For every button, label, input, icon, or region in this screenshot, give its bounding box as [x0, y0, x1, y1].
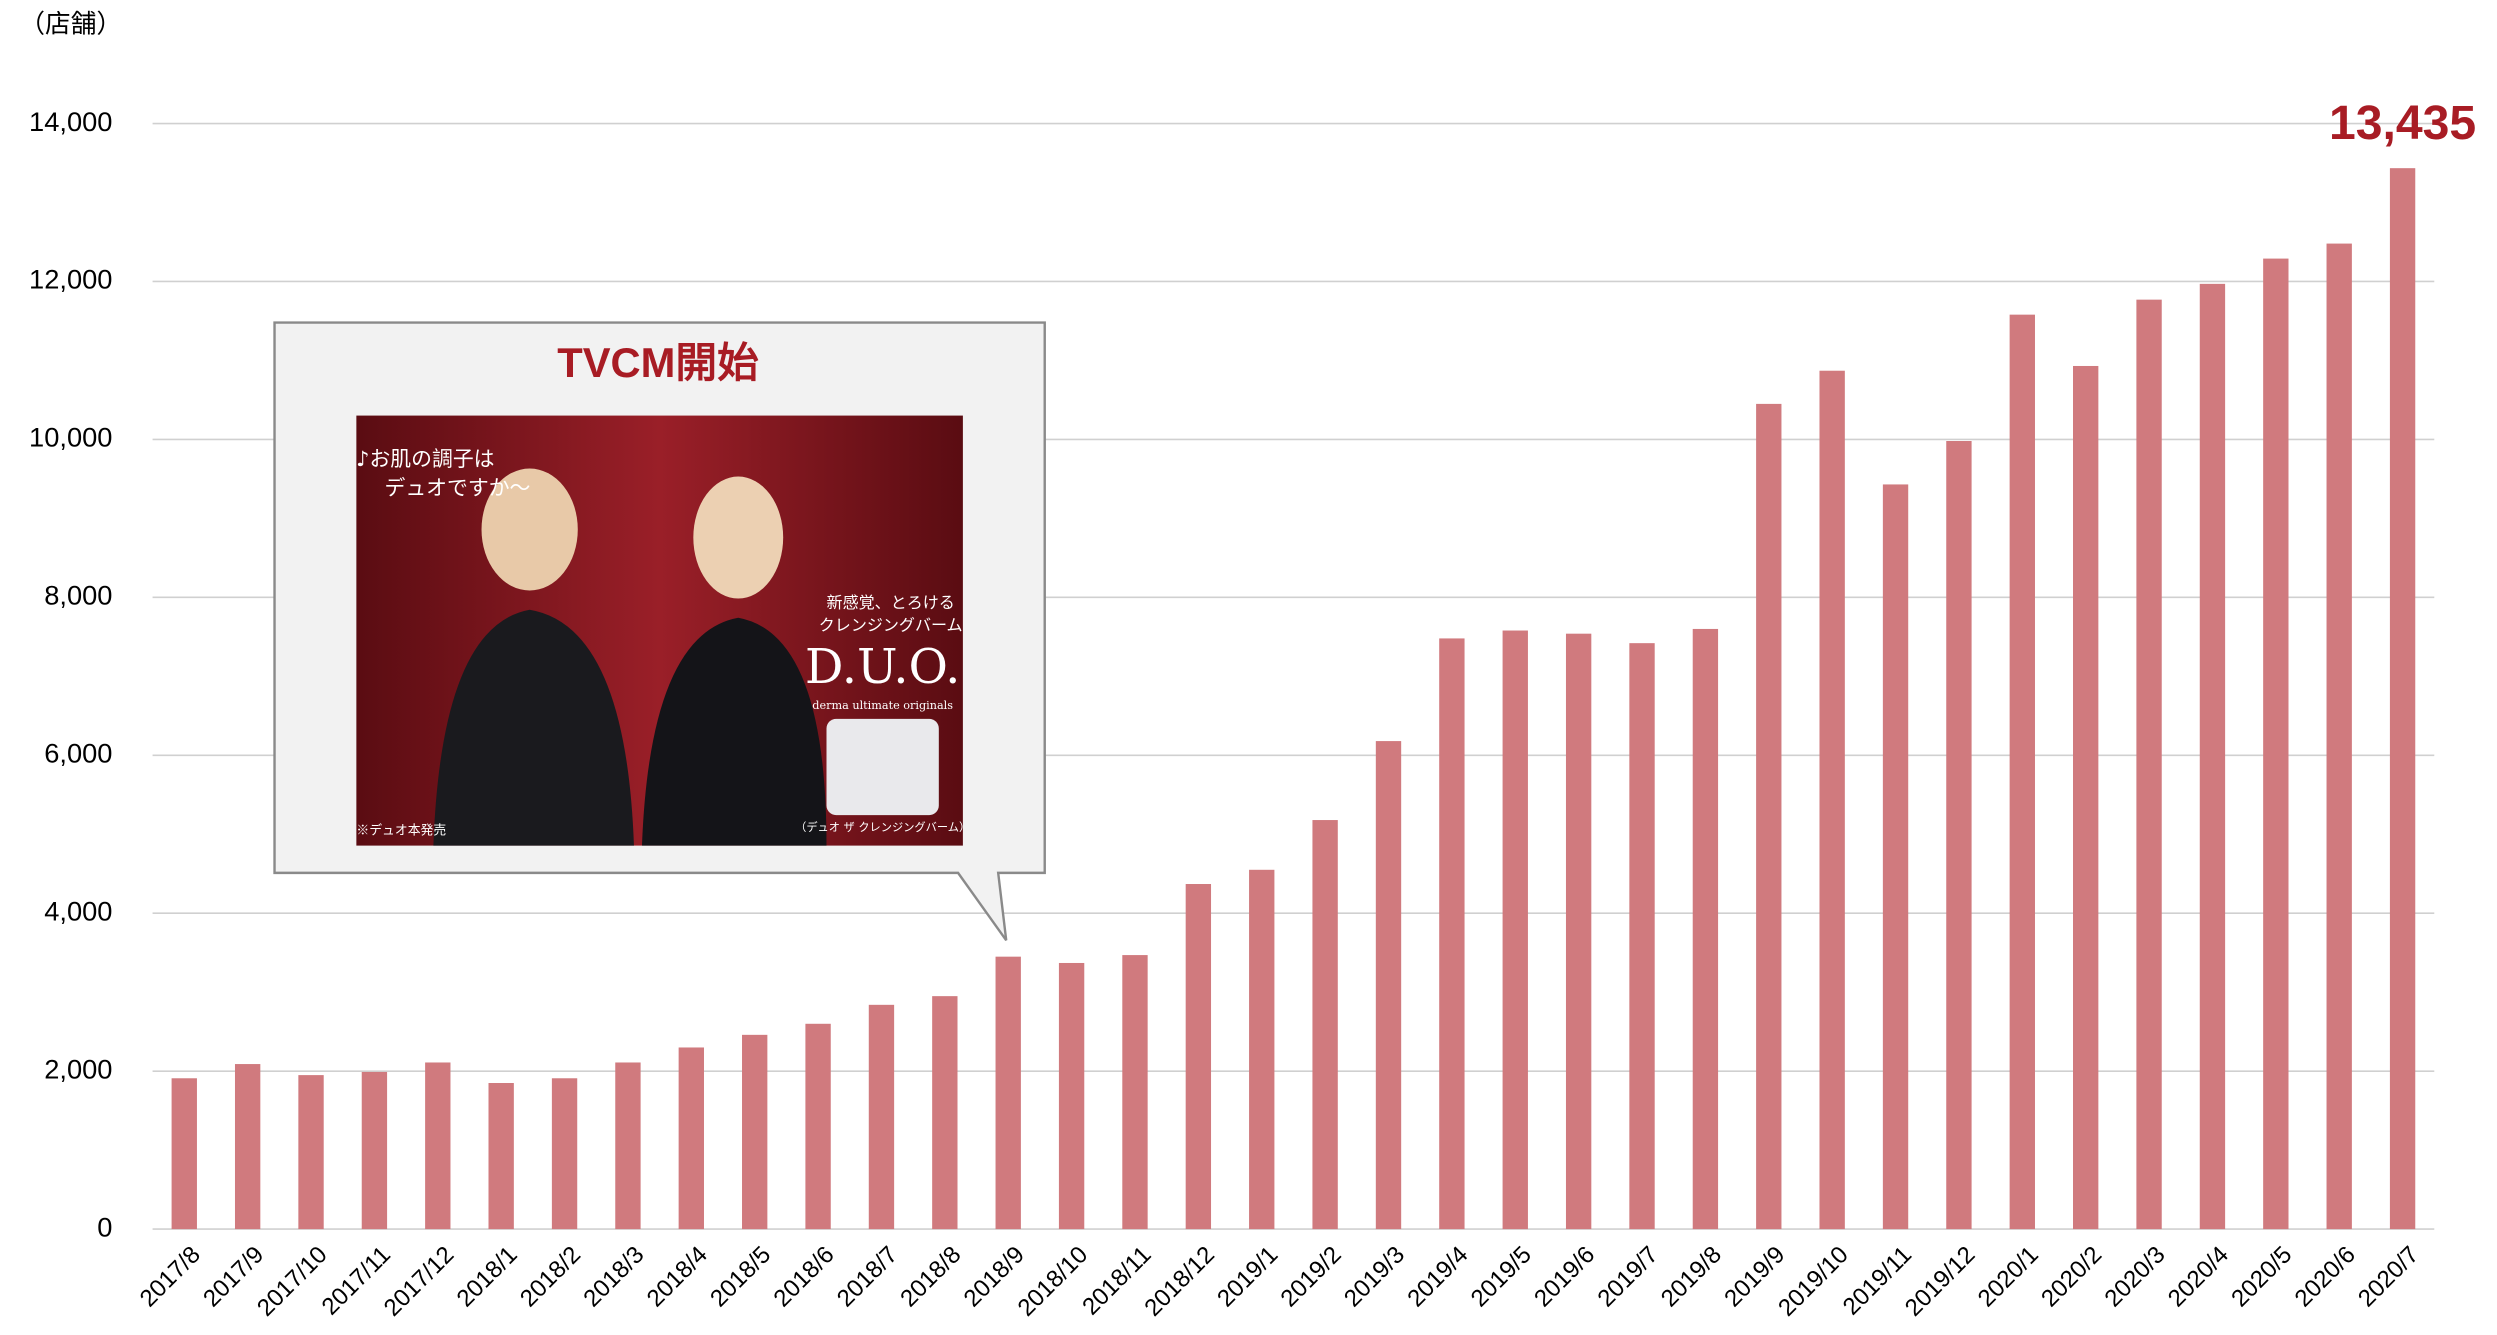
bar [1756, 403, 1782, 1230]
bar [1946, 441, 1972, 1230]
person-face [693, 476, 784, 599]
bar [551, 1078, 578, 1230]
bar [995, 956, 1021, 1230]
bar [2326, 243, 2352, 1230]
bar [615, 1062, 641, 1230]
x-tick-label: 2020/1 [1973, 1241, 2044, 1312]
x-tick-label: 2020/2 [2036, 1241, 2107, 1312]
bar [1692, 628, 1719, 1230]
x-tick-label: 2020/5 [2226, 1241, 2297, 1312]
x-tick-label: 2017/12 [379, 1241, 460, 1322]
bar [1819, 370, 1845, 1230]
bar [2136, 299, 2162, 1230]
bar [1312, 820, 1338, 1230]
y-tick-label: 4,000 [44, 895, 112, 926]
bar [1058, 962, 1085, 1230]
x-tick-label: 2018/2 [515, 1241, 586, 1312]
bar [1502, 630, 1528, 1230]
x-tick-label: 2019/7 [1592, 1241, 1663, 1312]
ad-text: D.U.O. [805, 639, 961, 695]
x-tick-label: 2017/10 [252, 1241, 333, 1322]
person-body [641, 617, 827, 846]
x-tick-label: 2019/6 [1529, 1241, 1600, 1312]
ad-text: （デュオ ザ クレンジングバーム） [795, 820, 970, 834]
x-tick-label: 2020/3 [2100, 1241, 2171, 1312]
bar [1122, 955, 1148, 1230]
bar [2389, 168, 2416, 1230]
bar [1375, 741, 1402, 1230]
x-tick-label: 2019/1 [1212, 1241, 1283, 1312]
x-tick-label: 2020/6 [2290, 1241, 2361, 1312]
x-tick-label: 2018/3 [578, 1241, 649, 1312]
bar [1249, 869, 1275, 1230]
unit-label: （店舗） [19, 9, 122, 38]
x-tick-label: 2019/4 [1402, 1241, 1473, 1312]
x-tick-label: 2019/12 [1900, 1241, 1981, 1322]
x-tick-label: 2017/8 [135, 1241, 206, 1312]
ad-text: 新感覚、とろける [827, 593, 955, 612]
ad-text: derma ultimate originals [812, 699, 953, 712]
bar [361, 1071, 388, 1230]
callout-title: TVCM開始 [557, 339, 759, 386]
x-tick-label: 2018/1 [452, 1241, 523, 1312]
bar [2073, 365, 2099, 1230]
person-body [433, 609, 634, 846]
bar [2263, 258, 2289, 1230]
x-tick-label: 2019/10 [1773, 1241, 1854, 1322]
x-tick-label: 2019/3 [1339, 1241, 1410, 1312]
x-tick-label: 2018/5 [705, 1241, 776, 1312]
y-tick-label: 12,000 [29, 264, 112, 295]
y-tick-label: 0 [97, 1211, 112, 1242]
bar [1185, 884, 1212, 1230]
x-tick-label: 2019/5 [1466, 1241, 1537, 1312]
x-tick-label: 2018/8 [895, 1241, 966, 1312]
ad-text: ※デュオ本発売 [356, 823, 446, 839]
bar [234, 1064, 261, 1230]
bar [2199, 283, 2226, 1230]
bar [932, 996, 958, 1230]
x-tick-label: 2018/10 [1013, 1241, 1094, 1322]
bar [1565, 633, 1592, 1230]
bar [678, 1047, 704, 1230]
bar [742, 1034, 768, 1230]
bar [171, 1078, 197, 1230]
person-face [481, 468, 578, 591]
product [826, 718, 939, 816]
bar [1439, 638, 1465, 1230]
y-tick-label: 14,000 [29, 106, 112, 137]
bar [1629, 643, 1655, 1230]
x-tick-label: 2018/6 [769, 1241, 840, 1312]
x-tick-label: 2020/4 [2163, 1241, 2234, 1312]
value-label: 13,435 [2329, 96, 2476, 150]
y-tick-label: 10,000 [29, 422, 112, 453]
x-tick-label: 2019/2 [1276, 1241, 1347, 1312]
y-tick-label: 2,000 [44, 1053, 112, 1084]
bar [298, 1075, 324, 1230]
bar [868, 1004, 895, 1230]
x-tick-label: 2019/8 [1656, 1241, 1727, 1312]
x-tick-label: 2020/7 [2353, 1241, 2424, 1312]
bar [2009, 314, 2035, 1230]
ad-text: デュオですか〜 [384, 476, 530, 500]
y-tick-label: 8,000 [44, 580, 112, 611]
ad-text: ♪お肌の調子は [356, 447, 494, 471]
x-tick-label: 2018/12 [1139, 1241, 1220, 1322]
x-tick-label: 2018/4 [642, 1241, 713, 1312]
x-tick-label: 2018/7 [832, 1241, 903, 1312]
ad-text: クレンジングバーム [819, 615, 963, 634]
bar [805, 1023, 831, 1230]
bar [488, 1083, 514, 1230]
y-tick-label: 6,000 [44, 737, 112, 768]
bar [425, 1062, 451, 1230]
bar [1882, 484, 1909, 1230]
